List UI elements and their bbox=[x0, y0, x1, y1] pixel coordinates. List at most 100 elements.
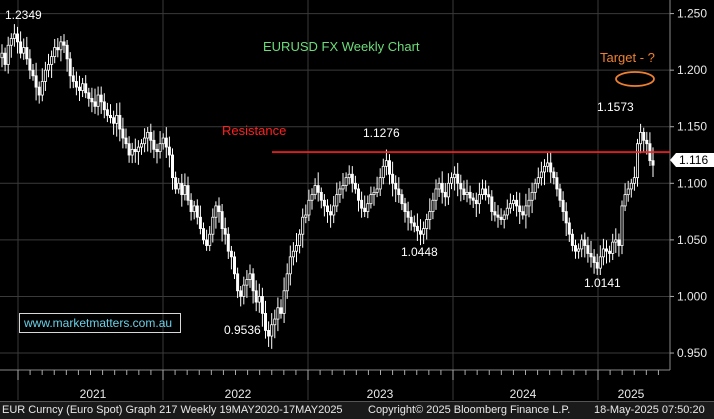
candle-body bbox=[3, 52, 7, 65]
candle bbox=[198, 205, 202, 235]
candle-body bbox=[112, 117, 116, 124]
candle bbox=[313, 178, 317, 200]
candle bbox=[105, 102, 109, 123]
candle-body bbox=[347, 173, 351, 179]
candle bbox=[589, 240, 593, 268]
candle-body bbox=[477, 194, 481, 205]
candle-body bbox=[499, 216, 503, 220]
candle bbox=[546, 153, 550, 173]
candle-body bbox=[527, 199, 531, 207]
annotation-low-2023: 1.0448 bbox=[401, 245, 438, 259]
candle bbox=[93, 88, 97, 114]
candle-body bbox=[56, 47, 60, 51]
candle-body bbox=[133, 148, 137, 153]
candle-body bbox=[189, 199, 193, 212]
candle bbox=[96, 86, 100, 116]
candle bbox=[130, 142, 134, 164]
candle-body bbox=[59, 41, 63, 51]
candle-body bbox=[220, 211, 224, 229]
candle bbox=[552, 167, 556, 185]
candle bbox=[34, 62, 38, 101]
candle bbox=[37, 81, 41, 104]
candle bbox=[422, 221, 426, 245]
candle-body bbox=[449, 177, 453, 184]
candle-body bbox=[639, 131, 643, 145]
candle-body bbox=[471, 197, 475, 201]
y-tick-label: 1.150 bbox=[677, 120, 707, 134]
candle bbox=[232, 251, 236, 279]
candle bbox=[403, 197, 407, 223]
website-link-text[interactable]: www.marketmatters.com.au bbox=[24, 316, 173, 330]
candle-body bbox=[105, 109, 109, 116]
candle bbox=[229, 245, 233, 270]
candle-body bbox=[592, 256, 596, 263]
candle bbox=[251, 268, 255, 304]
candle bbox=[71, 67, 75, 89]
candle-body bbox=[301, 216, 305, 235]
candle bbox=[205, 229, 209, 251]
candle bbox=[496, 205, 500, 228]
candle-body bbox=[462, 188, 466, 196]
candle bbox=[12, 24, 16, 47]
candle-body bbox=[437, 182, 441, 190]
candle-body bbox=[236, 273, 240, 292]
candle bbox=[415, 213, 419, 241]
candle bbox=[574, 239, 578, 259]
candle bbox=[508, 193, 512, 214]
candle bbox=[338, 181, 342, 203]
website-link[interactable]: www.marketmatters.com.au bbox=[19, 313, 181, 333]
candle bbox=[502, 210, 506, 229]
candle bbox=[406, 201, 410, 231]
candle-body bbox=[313, 185, 317, 196]
candle-body bbox=[465, 191, 469, 196]
candle bbox=[341, 172, 345, 199]
candle-body bbox=[533, 182, 537, 193]
candle bbox=[236, 267, 240, 299]
candle bbox=[490, 190, 494, 221]
candle bbox=[642, 127, 646, 152]
candle-body bbox=[468, 191, 472, 199]
candle-body bbox=[127, 143, 131, 156]
candle-body bbox=[25, 47, 29, 60]
candle bbox=[512, 194, 516, 211]
candle-body bbox=[518, 205, 522, 212]
candle-body bbox=[115, 115, 119, 124]
candle-body bbox=[490, 196, 494, 212]
candle-body bbox=[251, 273, 255, 292]
candle bbox=[189, 193, 193, 221]
candle-body bbox=[375, 188, 379, 193]
candle bbox=[220, 204, 224, 242]
candle bbox=[570, 228, 574, 252]
candle bbox=[400, 189, 404, 211]
candle-body bbox=[232, 256, 236, 275]
candle bbox=[645, 131, 649, 155]
candle bbox=[201, 222, 205, 245]
candle-body bbox=[428, 211, 432, 220]
candle bbox=[412, 215, 416, 233]
candle bbox=[387, 154, 391, 185]
candle bbox=[583, 232, 587, 258]
y-tick-label: 1.100 bbox=[677, 176, 707, 190]
candle bbox=[245, 270, 249, 298]
candle-body bbox=[254, 290, 258, 303]
candle-body bbox=[332, 205, 336, 216]
candle bbox=[515, 191, 519, 217]
candle-body bbox=[267, 329, 271, 337]
candle-body bbox=[319, 191, 323, 201]
candle bbox=[381, 158, 385, 185]
candle-body bbox=[37, 86, 41, 96]
candle bbox=[112, 110, 116, 135]
candle bbox=[639, 123, 643, 154]
candle-body bbox=[595, 262, 599, 269]
candle-body bbox=[617, 239, 621, 246]
candle-body bbox=[623, 194, 627, 207]
candle-body bbox=[570, 233, 574, 246]
candle-body bbox=[626, 188, 630, 196]
candle-body bbox=[28, 58, 32, 71]
candle-body bbox=[394, 182, 398, 190]
candle-body bbox=[170, 154, 174, 179]
candle-body bbox=[353, 182, 357, 190]
candle-body bbox=[632, 177, 636, 184]
candle-body bbox=[270, 324, 274, 337]
candle-body bbox=[130, 148, 134, 156]
